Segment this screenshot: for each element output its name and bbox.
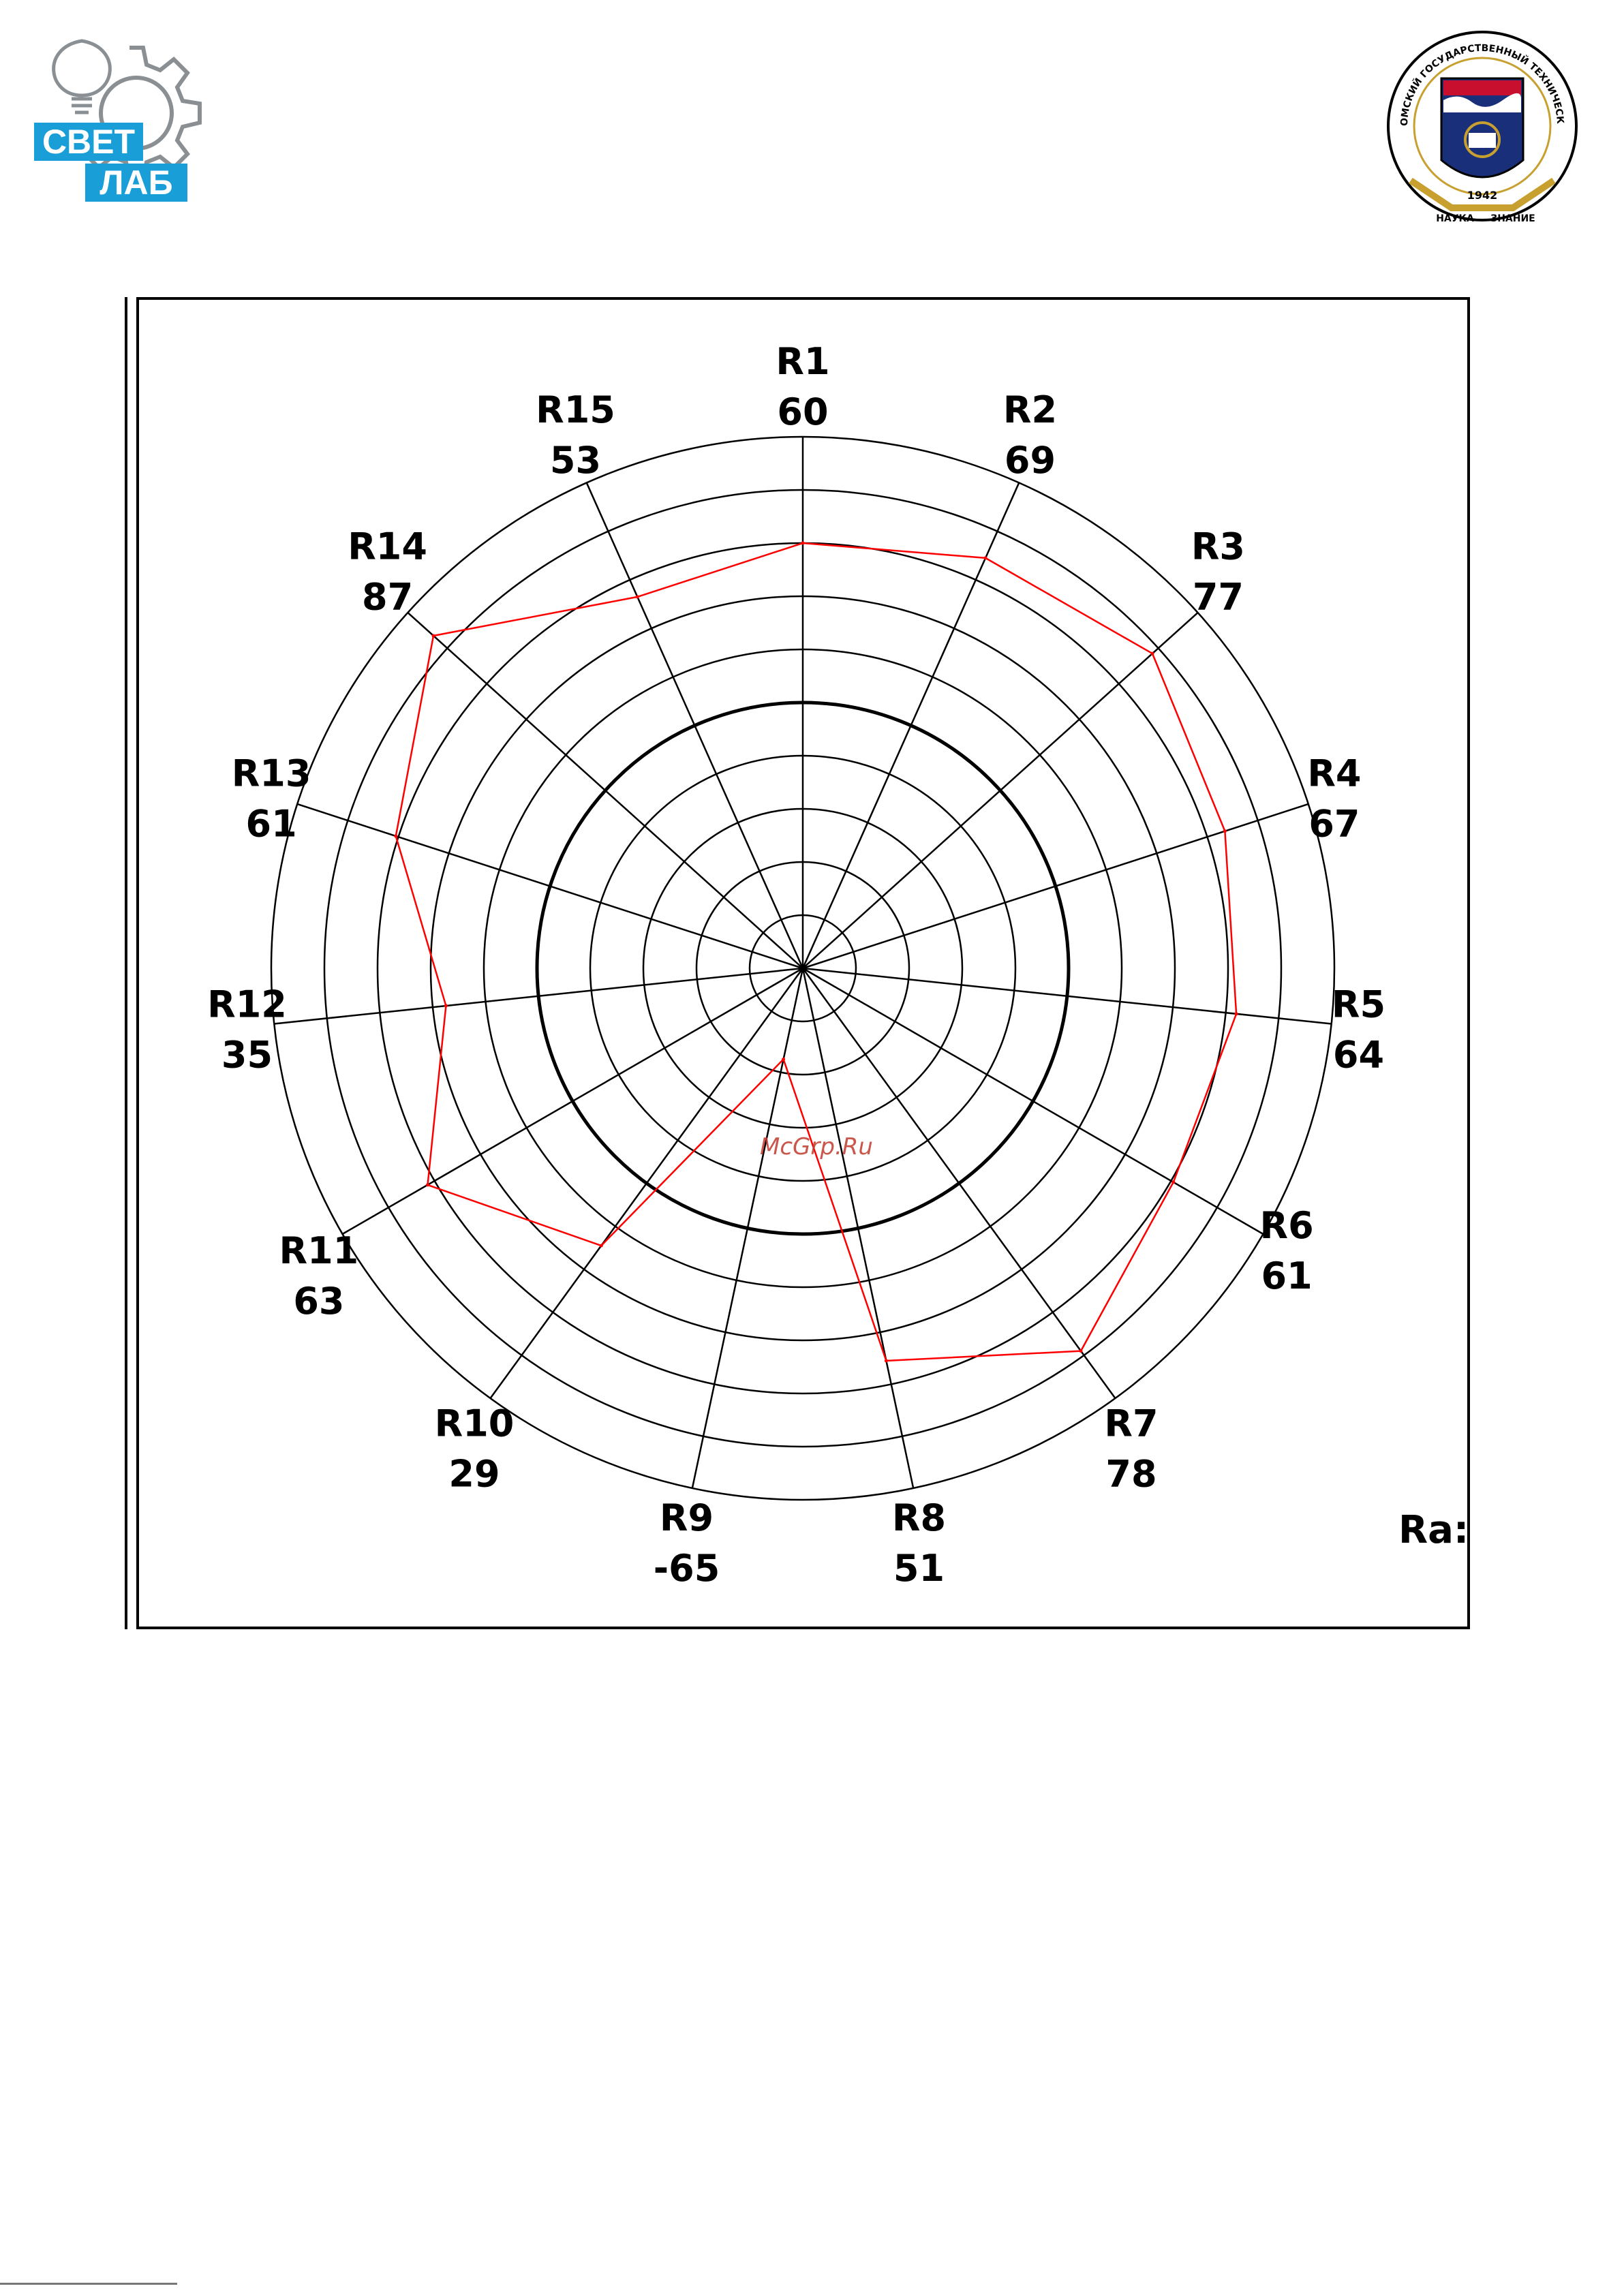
data-point-R9	[782, 1058, 786, 1061]
spoke-R11	[341, 967, 803, 1235]
radar-chart: R1 60 R2 69 R3 77 R4 67 R5 64 R6 61 R7 78 R8 51 R9 -65 R10…	[207, 340, 1470, 1590]
category-labels: R1 60 R2 69 R3 77 R4 67 R5 64 R6 61 R7 78 R8 51 R9 -65 R10…	[207, 340, 1385, 1590]
value-label-R14: 87	[362, 575, 413, 618]
data-point-R10	[599, 1244, 603, 1248]
data-point-R1	[801, 541, 805, 545]
university-seal: 1942 НАУКА ЗНАНИЕ ОМСКИЙ ГОСУДАРСТВЕННЫЙ…	[1383, 24, 1578, 224]
category-label-R7: R7	[1104, 1402, 1158, 1445]
ra-annotation: Ra:66	[1398, 1508, 1470, 1552]
category-label-R13: R13	[232, 752, 311, 795]
seal-znanie: ЗНАНИЕ	[1490, 213, 1535, 224]
value-label-R4: 67	[1308, 803, 1360, 846]
category-label-R5: R5	[1332, 983, 1385, 1026]
spoke-R5	[802, 967, 1332, 1025]
data-point-R7	[1079, 1349, 1083, 1353]
category-label-R15: R15	[536, 388, 615, 431]
category-label-R3: R3	[1191, 525, 1245, 568]
category-label-R10: R10	[435, 1402, 515, 1445]
spoke-R7	[801, 968, 1116, 1399]
spoke-R3	[802, 612, 1199, 969]
spoke-R12	[274, 967, 803, 1025]
logo-word-svet: СВЕТ	[42, 123, 135, 161]
value-label-R9: -65	[654, 1547, 720, 1590]
value-label-R2: 69	[1005, 439, 1056, 482]
seal-year: 1942	[1467, 189, 1498, 202]
spoke-R15	[585, 482, 804, 969]
value-label-R5: 64	[1333, 1034, 1384, 1077]
logo-word-lab: ЛАБ	[99, 164, 172, 202]
value-label-R6: 61	[1261, 1254, 1313, 1297]
value-label-R10: 29	[448, 1452, 500, 1495]
value-label-R1: 60	[777, 390, 828, 433]
spoke-R10	[489, 968, 804, 1399]
seal-nauka: НАУКА	[1436, 213, 1474, 224]
value-label-R3: 77	[1193, 575, 1244, 618]
data-point-R8	[884, 1359, 888, 1363]
series-polygon	[395, 542, 1238, 1362]
value-label-R7: 78	[1105, 1452, 1156, 1495]
data-point-R15	[635, 595, 639, 599]
chart-frame	[136, 297, 1470, 1629]
value-label-R11: 63	[293, 1280, 344, 1323]
data-point-R11	[426, 1183, 429, 1187]
footer-rule	[0, 2283, 177, 2285]
value-label-R12: 35	[221, 1034, 273, 1077]
value-label-R15: 53	[550, 439, 601, 482]
chart-frame-left-rule	[125, 297, 127, 1629]
spoke-R2	[801, 482, 1020, 969]
data-point-R4	[1223, 829, 1227, 833]
category-label-R14: R14	[348, 525, 427, 568]
data-point-R5	[1234, 1012, 1238, 1016]
category-label-R6: R6	[1260, 1204, 1314, 1247]
spoke-R6	[802, 967, 1264, 1235]
category-label-R4: R4	[1307, 752, 1361, 795]
data-point-R2	[983, 556, 987, 560]
value-label-R13: 61	[246, 803, 297, 846]
data-point-R14	[431, 634, 435, 638]
spoke-R9	[691, 968, 804, 1489]
category-label-R12: R12	[207, 983, 287, 1026]
category-label-R8: R8	[892, 1496, 946, 1539]
series-layer	[394, 541, 1238, 1363]
data-point-R6	[1171, 1180, 1176, 1184]
value-label-R8: 51	[893, 1547, 945, 1590]
data-point-R13	[394, 834, 398, 838]
spoke-R8	[801, 968, 915, 1489]
svetlab-logo: СВЕТ ЛАБ	[34, 39, 202, 202]
category-label-R2: R2	[1003, 388, 1057, 431]
grid-spokes	[274, 437, 1332, 1489]
category-label-R1: R1	[776, 340, 829, 383]
watermark: McGrp.Ru	[760, 1133, 873, 1160]
data-point-R3	[1150, 651, 1154, 656]
spoke-R13	[296, 803, 803, 970]
category-label-R11: R11	[279, 1229, 359, 1272]
spoke-R14	[407, 612, 803, 969]
category-label-R9: R9	[660, 1496, 714, 1539]
data-point-R12	[444, 1004, 448, 1008]
